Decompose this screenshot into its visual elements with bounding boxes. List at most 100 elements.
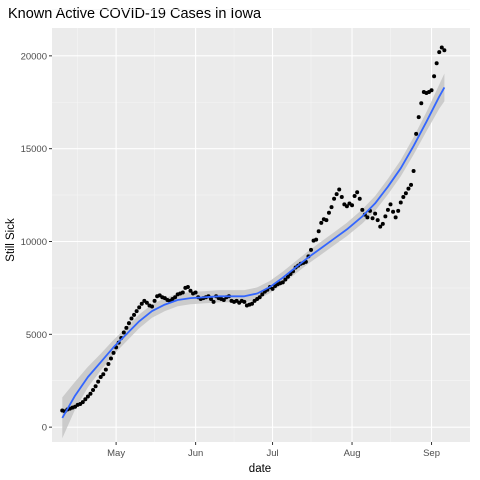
data-point <box>383 214 388 219</box>
data-point <box>185 284 190 289</box>
grid-minor <box>52 9 470 442</box>
data-point <box>357 196 362 201</box>
data-point <box>391 209 396 214</box>
data-point <box>137 305 142 310</box>
chart-title: Known Active COVID-19 Cases in Iowa <box>8 6 262 22</box>
data-point <box>429 88 434 93</box>
x-tick-label: Jul <box>266 448 278 459</box>
y-tick-label: 20000 <box>21 51 47 62</box>
data-point <box>326 210 331 215</box>
x-axis-ticks: May Jun Jul Aug Sep <box>107 442 440 459</box>
data-point <box>173 295 178 300</box>
data-point <box>309 247 314 252</box>
y-axis-ticks: 0 5000 10000 15000 20000 <box>21 51 52 434</box>
data-point <box>180 290 185 295</box>
data-point <box>129 316 134 321</box>
data-point <box>437 50 442 55</box>
data-point <box>211 299 216 304</box>
data-point <box>324 218 329 223</box>
data-point <box>121 330 126 335</box>
data-point <box>329 205 334 210</box>
data-point <box>108 356 113 361</box>
data-point <box>411 168 416 173</box>
x-axis-title: date <box>249 463 271 475</box>
data-point <box>134 309 139 314</box>
data-point <box>337 187 342 192</box>
data-point <box>370 216 375 221</box>
data-point <box>98 375 103 380</box>
data-point <box>280 280 285 285</box>
data-point <box>193 290 198 295</box>
data-point <box>83 397 88 402</box>
data-point <box>396 208 401 213</box>
data-point <box>409 182 414 187</box>
data-point <box>132 312 137 317</box>
data-point <box>432 74 437 79</box>
data-point <box>270 286 275 291</box>
data-point <box>101 372 106 377</box>
data-point <box>365 215 370 220</box>
data-point <box>385 207 390 212</box>
data-point <box>80 400 85 405</box>
data-point <box>439 45 444 50</box>
data-point <box>283 277 288 282</box>
data-point <box>373 211 378 216</box>
data-point <box>152 298 157 303</box>
data-point <box>378 224 383 229</box>
data-point <box>188 288 193 293</box>
data-point <box>350 203 355 208</box>
data-point <box>416 115 421 120</box>
data-point <box>124 325 129 330</box>
data-point <box>91 388 96 393</box>
data-point <box>208 297 213 302</box>
data-point <box>103 367 108 372</box>
data-point <box>406 186 411 191</box>
y-tick-label: 5000 <box>26 330 47 341</box>
data-point <box>403 191 408 196</box>
data-point <box>285 274 290 279</box>
data-point <box>150 304 155 309</box>
x-tick-label: May <box>107 448 125 459</box>
data-point <box>111 350 116 355</box>
data-point <box>334 192 339 197</box>
data-point <box>314 237 319 242</box>
y-tick-label: 0 <box>42 423 47 434</box>
data-point <box>332 196 337 201</box>
data-point <box>250 301 255 306</box>
data-point <box>388 202 393 207</box>
data-point <box>398 200 403 205</box>
x-tick-label: Sep <box>423 448 440 459</box>
data-point <box>242 299 247 304</box>
data-point <box>393 215 398 220</box>
data-point <box>96 379 101 384</box>
y-axis-title: Still Sick <box>5 218 17 262</box>
data-point <box>442 48 447 53</box>
data-point <box>414 131 419 136</box>
data-point <box>88 391 93 396</box>
data-point <box>401 194 406 199</box>
data-point <box>375 218 380 223</box>
plot-panel <box>52 28 470 442</box>
data-point <box>360 207 365 212</box>
x-tick-label: Aug <box>344 448 361 459</box>
data-point <box>144 300 149 305</box>
data-point <box>85 394 90 399</box>
smooth-trend-line <box>61 86 446 419</box>
data-point <box>106 362 111 367</box>
data-point <box>319 220 324 225</box>
data-point <box>126 321 131 326</box>
data-point <box>316 229 321 234</box>
data-point <box>419 101 424 106</box>
y-tick-label: 15000 <box>21 144 47 155</box>
data-point <box>257 295 262 300</box>
data-point <box>344 204 349 209</box>
data-point <box>352 194 357 199</box>
data-point <box>260 292 265 297</box>
data-point <box>380 221 385 226</box>
data-point <box>339 194 344 199</box>
data-point <box>93 384 98 389</box>
x-tick-label: Jun <box>188 448 203 459</box>
data-point <box>434 61 439 66</box>
data-point <box>221 297 226 302</box>
